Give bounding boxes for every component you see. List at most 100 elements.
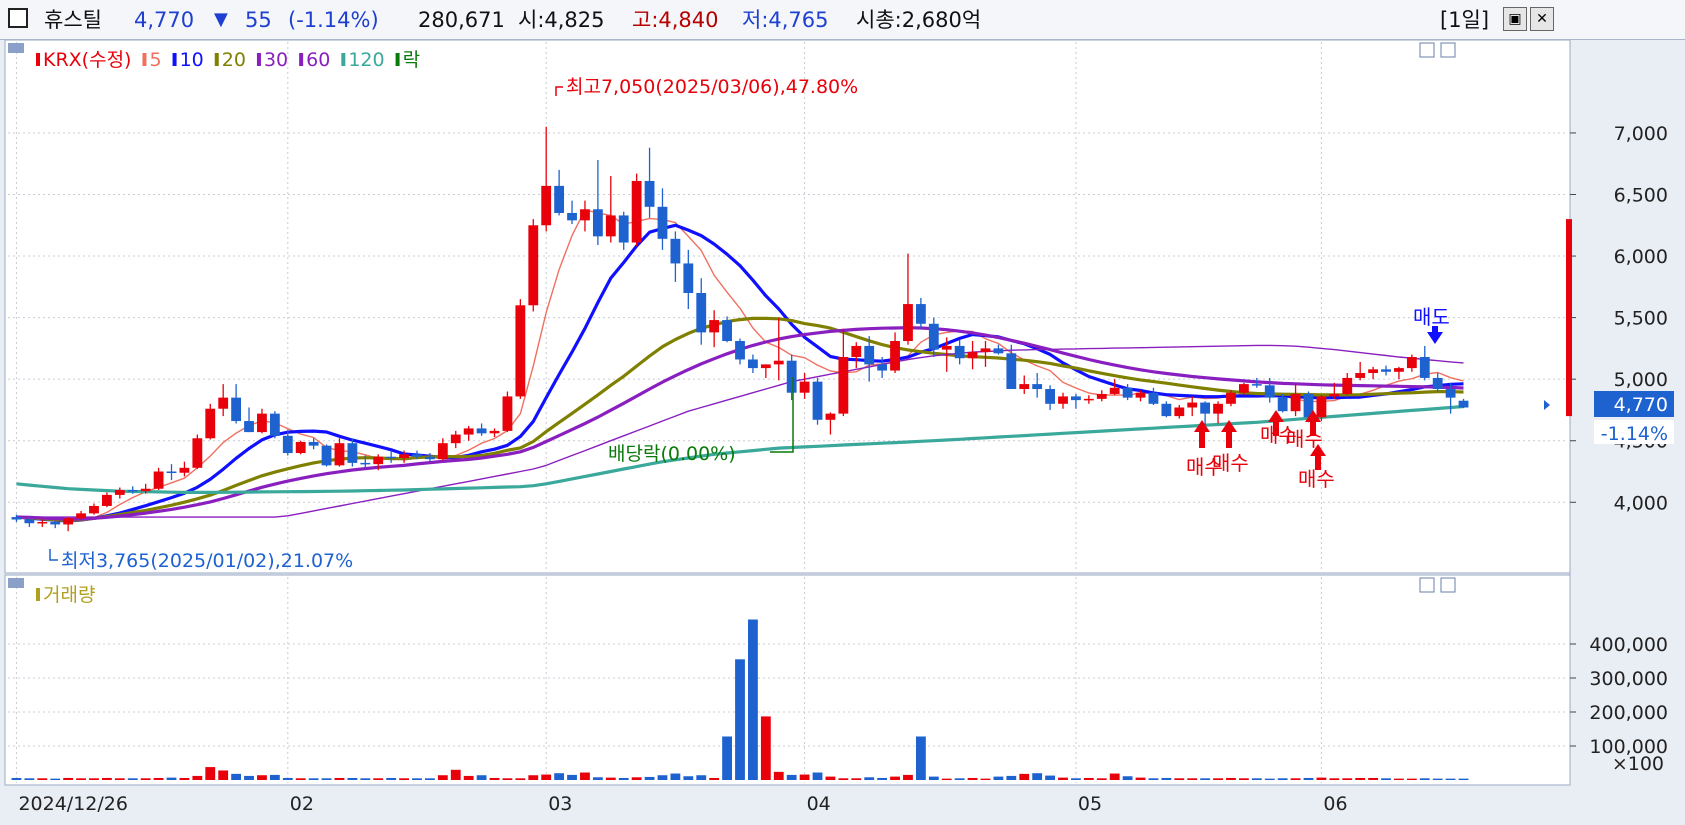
- panel-maximize-icon[interactable]: [1419, 42, 1435, 58]
- low-label: 최저3,765(2025/01/02),21.07%: [61, 550, 353, 572]
- candle: [1006, 344, 1017, 390]
- volume-bar: [321, 778, 332, 780]
- candle-body: [605, 215, 616, 237]
- volume-bar: [1406, 778, 1417, 780]
- candle-body: [967, 352, 978, 359]
- candle: [50, 520, 61, 529]
- volume-bar: [489, 777, 500, 780]
- candle: [1406, 354, 1417, 372]
- volume-bar: [1083, 777, 1094, 780]
- candle-body: [735, 341, 745, 360]
- legend-label: 30: [264, 49, 288, 71]
- volume-bar: [528, 775, 539, 780]
- volume-bar: [696, 775, 707, 780]
- candle: [1122, 384, 1133, 401]
- candle-body: [347, 443, 358, 463]
- close-window-button[interactable]: ✕: [1530, 7, 1554, 31]
- candle-body: [295, 441, 306, 454]
- legend-swatch: [142, 53, 147, 66]
- candle: [437, 438, 448, 461]
- candle-body: [166, 471, 177, 474]
- candle-body: [1432, 377, 1443, 390]
- candle-body: [11, 517, 22, 520]
- candle-body: [760, 364, 771, 369]
- candle: [114, 487, 125, 499]
- candle-body: [1238, 384, 1249, 393]
- candle: [1329, 382, 1340, 399]
- panel-close-icon[interactable]: [1440, 42, 1456, 58]
- candle: [1135, 390, 1146, 402]
- candle-body: [450, 434, 461, 444]
- candle-body: [269, 413, 280, 436]
- candle: [76, 510, 86, 520]
- price-range-bar: [1566, 219, 1572, 417]
- panel-menu-icon[interactable]: [8, 43, 24, 53]
- candle-body: [1394, 368, 1404, 372]
- volume-bar: [851, 778, 862, 780]
- ma-line-60: [16, 344, 1464, 518]
- candle-body: [644, 180, 655, 207]
- volume-bar: [541, 774, 552, 780]
- candle-body: [476, 428, 487, 434]
- candle: [644, 147, 655, 218]
- volume-bar: [1303, 777, 1314, 780]
- candle-body: [334, 443, 345, 466]
- stock-header-bar: 휴스틸 4,770 ▼ 55 (-1.14%) 280,671 시:4,825 …: [0, 0, 1685, 40]
- candle-body: [825, 413, 836, 420]
- candle: [218, 384, 229, 417]
- volume-bar: [308, 778, 319, 780]
- time-tick-label: 04: [807, 793, 831, 815]
- candle: [127, 486, 138, 494]
- candle: [967, 341, 978, 370]
- ma-line-20: [16, 316, 1464, 523]
- volume-tick-label: 300,000: [1589, 668, 1668, 690]
- volume-bar: [205, 767, 216, 780]
- candle-body: [631, 180, 642, 243]
- buy-signal-label: 매수: [1186, 455, 1223, 479]
- candle-body: [24, 519, 35, 524]
- volume-panel-menu-icon[interactable]: [8, 578, 24, 588]
- volume-bar: [360, 778, 371, 780]
- volume-bar: [63, 777, 74, 780]
- candle-body: [941, 345, 952, 350]
- candle: [1445, 382, 1456, 414]
- restore-window-button[interactable]: ▣: [1503, 7, 1527, 31]
- candle: [89, 503, 99, 515]
- volume-bar: [127, 778, 138, 780]
- volume-bar: [812, 772, 823, 780]
- volume-panel-maximize-icon[interactable]: [1419, 577, 1435, 593]
- buy-arrow-icon: [1268, 410, 1284, 436]
- candle: [321, 444, 332, 467]
- candle-body: [308, 441, 319, 446]
- price-tick-label: 5,500: [1614, 308, 1668, 330]
- volume-bar: [153, 777, 164, 780]
- volume-bar: [903, 774, 913, 780]
- candle-body: [748, 359, 758, 369]
- select-checkbox[interactable]: [8, 8, 28, 28]
- volume-bar: [515, 778, 526, 780]
- chart-area: 4,0004,5005,0005,5006,0006,5007,000100,0…: [0, 40, 1685, 825]
- price-tick-label: 5,000: [1614, 369, 1668, 391]
- volume-bar: [1394, 778, 1404, 780]
- candle: [412, 450, 422, 460]
- volume-panel-close-icon[interactable]: [1440, 577, 1456, 593]
- candle-body: [1083, 398, 1094, 401]
- volume-bar: [347, 777, 358, 780]
- candle: [554, 169, 565, 216]
- period-selector[interactable]: [1일]: [1440, 8, 1490, 32]
- volume-bar: [1148, 778, 1159, 780]
- candle: [877, 357, 888, 378]
- candle: [1458, 398, 1469, 409]
- candle-body: [1148, 392, 1159, 404]
- legend-swatch: [172, 53, 177, 66]
- volume-bar: [1445, 778, 1456, 780]
- candle-body: [993, 348, 1004, 354]
- legend-label: 5: [149, 49, 161, 71]
- candle: [851, 342, 862, 369]
- volume-bar: [1432, 778, 1443, 780]
- current-change-tag-text: -1.14%: [1601, 423, 1668, 445]
- candle-body: [89, 505, 99, 514]
- candle: [1251, 377, 1262, 388]
- candle-body: [153, 471, 164, 489]
